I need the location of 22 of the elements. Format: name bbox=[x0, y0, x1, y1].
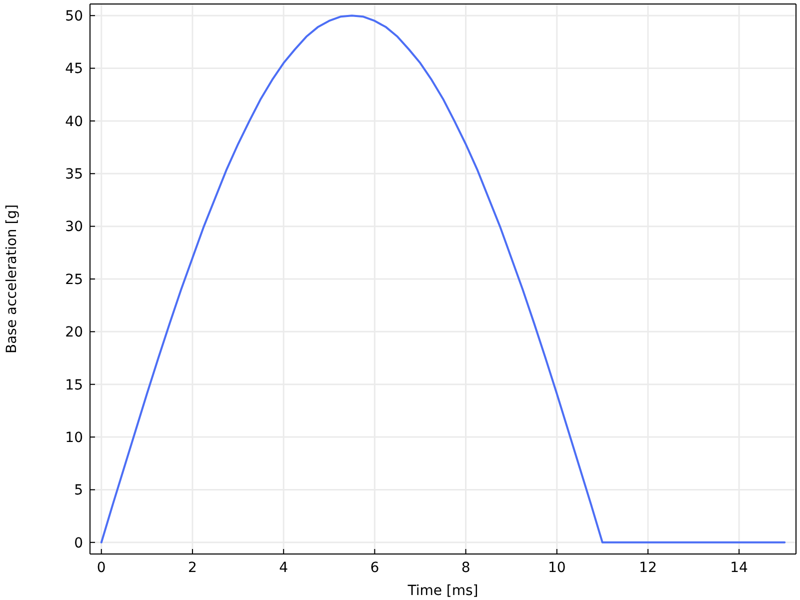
x-tick-label: 2 bbox=[188, 560, 197, 576]
x-tick-label: 4 bbox=[279, 560, 288, 576]
y-tick-label: 5 bbox=[74, 482, 83, 499]
x-tick-label: 0 bbox=[96, 560, 106, 576]
x-tick-label: 14 bbox=[730, 560, 748, 576]
y-axis-title: Base acceleration [g] bbox=[4, 204, 20, 354]
y-tick-label: 20 bbox=[65, 324, 83, 341]
y-tick-label: 25 bbox=[65, 272, 83, 288]
line-series bbox=[100, 14, 786, 544]
x-tick-label: 12 bbox=[639, 560, 657, 576]
x-tick-label: 6 bbox=[370, 560, 380, 576]
y-tick-label: 45 bbox=[65, 61, 83, 78]
y-tick-label: 30 bbox=[65, 219, 83, 236]
x-tick-label: 8 bbox=[461, 560, 470, 576]
y-tick-label: 10 bbox=[65, 430, 83, 446]
x-tick-label: 10 bbox=[548, 560, 566, 576]
y-tick-label: 35 bbox=[65, 166, 83, 183]
y-tick-label: 50 bbox=[65, 8, 83, 24]
y-tick-label: 15 bbox=[65, 377, 83, 394]
x-axis-title: Time [ms] bbox=[406, 583, 478, 599]
y-tick-label: 40 bbox=[65, 114, 83, 130]
y-tick-label: 0 bbox=[74, 535, 83, 552]
